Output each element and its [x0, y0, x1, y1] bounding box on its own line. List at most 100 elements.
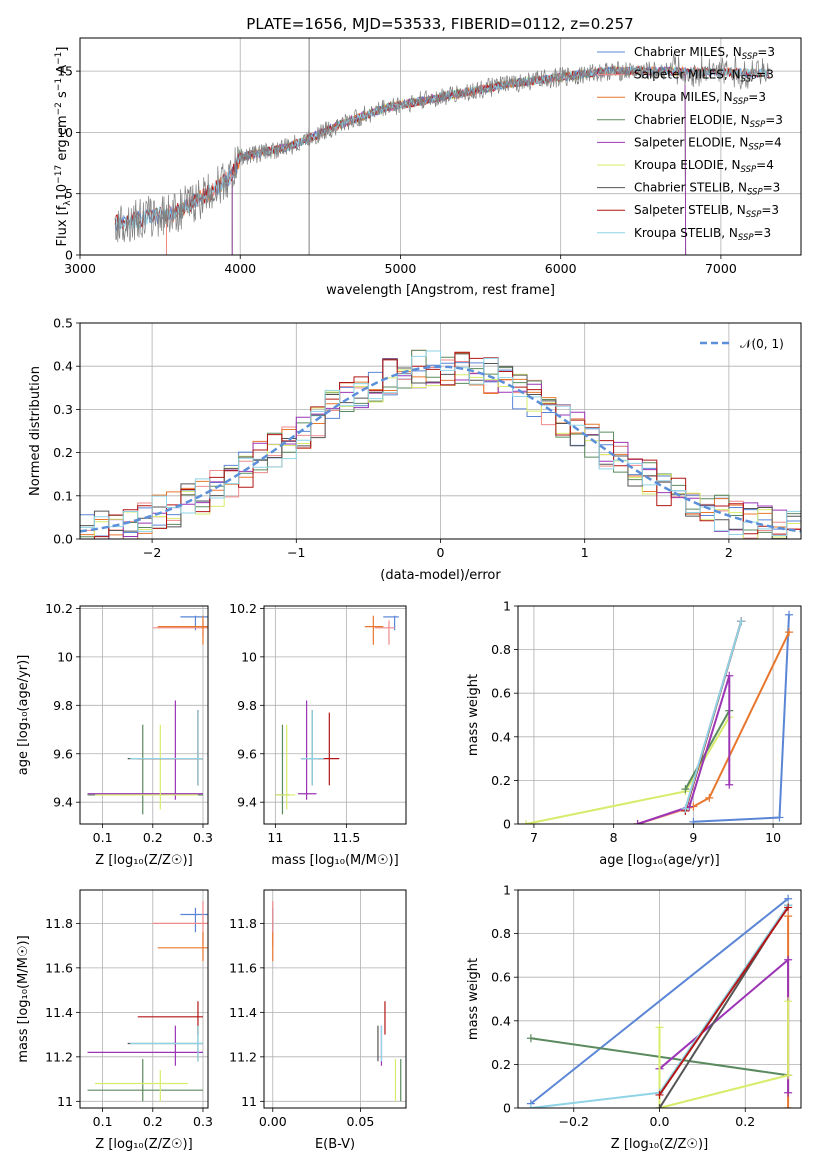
series-marker [689, 817, 698, 824]
legend-label: Salpeter STELIB, N [634, 203, 746, 217]
x-tick-label: 3000 [64, 261, 96, 276]
y-tick-label: 0.0 [53, 532, 73, 547]
y-tick-label: 5 [65, 186, 73, 201]
legend-subscript: SSP [733, 97, 749, 107]
legend-entry: Kroupa ELODIE, NSSP=4 [634, 158, 774, 175]
y-tick-label: 0.6 [491, 686, 511, 701]
x-axis-label: Z [log₁₀(Z/Z☉)] [611, 1137, 708, 1152]
x-tick-label: 0.0 [650, 1114, 670, 1129]
y-tick-label: 10 [241, 649, 257, 664]
y-tick-label: 10 [57, 649, 73, 664]
errorbar-point [364, 615, 384, 645]
errorbar-point [137, 1001, 203, 1035]
x-tick-label: 1 [581, 545, 589, 560]
y-tick-label: 0.2 [491, 1057, 511, 1072]
y-tick-label: 9.8 [53, 698, 73, 713]
y-tick-label: 1 [503, 883, 511, 898]
series-line [658, 1001, 790, 1108]
y-tick-label: 0.4 [491, 729, 511, 744]
age-mass-panel: 11 11.5 9.4 9.6 9.8 10 10.2 mass [log₁₀(M/M☉)] [229, 601, 407, 868]
legend-subscript: SSP [742, 52, 758, 62]
y-tick-label: 9.6 [53, 746, 73, 761]
y-tick-label: 11 [57, 1094, 73, 1109]
series-marker [526, 1104, 535, 1108]
errorbar-point [300, 710, 324, 786]
errorbar-point [298, 700, 317, 800]
legend-subscript: SSP [738, 233, 754, 243]
errorbar-point [152, 901, 208, 946]
y-tick-label: 9.8 [237, 698, 257, 713]
x-tick-label: 7 [530, 830, 538, 845]
errorbars [275, 615, 399, 815]
errorbar-point [157, 615, 208, 645]
errorbar-point [374, 620, 395, 645]
weight-series [655, 903, 793, 1099]
y-tick-label: 10.2 [229, 601, 257, 616]
series-marker [655, 1023, 664, 1032]
y-axis-label: mass [log₁₀(M/M☉)] [16, 935, 31, 1062]
weight-Z-panel: −0.2 0.0 0.2 0 0.2 0.4 0.6 0.8 1 Z [log₁₀(Z/Z☉)] m… [466, 883, 802, 1152]
errorbar-point [137, 710, 203, 786]
figure-title: PLATE=1656, MJD=53533, FIBERID=0112, z=0… [246, 15, 633, 33]
y-axis-label: Flux [fλ10−17 erg cm−2 s−1 A−1] [54, 47, 73, 247]
x-axis-label: E(B-V) [315, 1137, 355, 1152]
y-tick-label: 0.8 [491, 926, 511, 941]
legend-entry: Chabrier STELIB, NSSP=3 [634, 181, 780, 198]
y-tick-label: 10 [57, 125, 73, 140]
weight-series [681, 617, 746, 813]
axes-frame [79, 889, 209, 1109]
errorbars [87, 901, 208, 1102]
series-marker [784, 912, 793, 921]
axes-frame [517, 605, 802, 825]
errorbar-point [180, 907, 208, 933]
series-marker [655, 1090, 664, 1099]
x-tick-label: 0.00 [259, 1114, 287, 1129]
x-tick-label: 9 [689, 830, 697, 845]
y-tick-label: 9.4 [53, 795, 73, 810]
legend-subscript: SSP [741, 75, 757, 85]
legend-count: =3 [754, 226, 772, 240]
y-axis-label: Normed distribution [28, 366, 43, 496]
x-tick-label: 0.05 [346, 1114, 374, 1129]
series-marker [725, 671, 734, 680]
y-tick-label: 0 [503, 1101, 511, 1116]
y-axis-label-part: λ [63, 200, 73, 206]
errorbar-point [275, 724, 296, 810]
y-tick-label: 0.5 [53, 316, 73, 331]
legend-label: Chabrier STELIB, N [634, 181, 747, 195]
series-line [693, 614, 790, 823]
x-axis-label: age [log₁₀(age/yr)] [599, 853, 720, 868]
errorbar-point [317, 712, 340, 786]
axes-frame [263, 889, 407, 1109]
y-axis-label-part: 10 [55, 184, 70, 201]
histogram-steps [80, 349, 801, 539]
series-marker [526, 1034, 535, 1043]
x-tick-label: 0.2 [735, 1114, 755, 1129]
errorbar-point [95, 1070, 188, 1102]
errorbars [87, 615, 208, 815]
weight-lines [521, 610, 794, 824]
y-axis-label: age [log₁₀(age/yr)] [16, 655, 31, 776]
errorbar-point [157, 932, 208, 962]
series-marker [521, 820, 530, 824]
y-axis-label-part: −2 [54, 102, 64, 115]
series-line [530, 897, 789, 1105]
y-tick-label: 0.4 [53, 359, 73, 374]
series-marker [681, 785, 690, 794]
series-marker [681, 804, 690, 813]
x-tick-label: 0.3 [193, 1114, 213, 1129]
errorbar-point [87, 700, 203, 800]
spectrum-lines [114, 38, 770, 255]
x-axis-label: mass [log₁₀(M/M☉)] [271, 853, 398, 868]
weight-series [633, 671, 734, 824]
x-tick-label: −0.2 [559, 1114, 589, 1129]
errorbar-point [130, 710, 203, 786]
x-tick-label: 0 [437, 545, 445, 560]
x-axis-label: Z [log₁₀(Z/Z☉)] [95, 1137, 192, 1152]
legend-count: =3 [756, 68, 774, 82]
series-marker [725, 780, 734, 789]
errorbar-point [87, 1025, 203, 1066]
axes-frame [263, 605, 407, 825]
